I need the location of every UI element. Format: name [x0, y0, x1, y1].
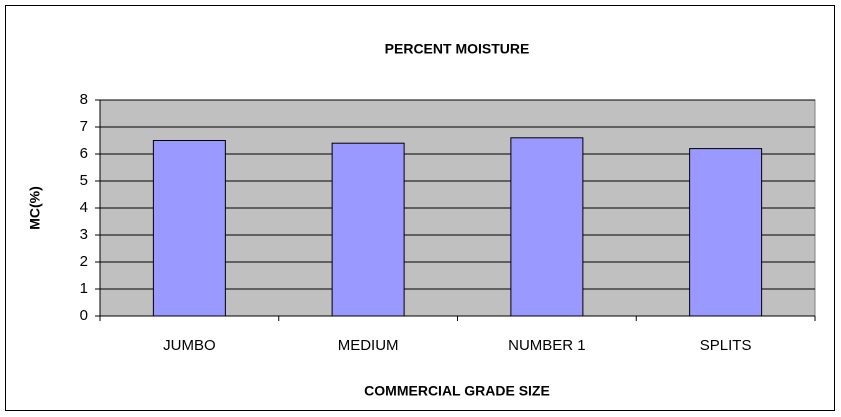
- x-tick-label: NUMBER 1: [508, 337, 586, 354]
- bar: [152, 140, 226, 317]
- y-tick-label: 6: [80, 145, 88, 162]
- x-axis-label: COMMERCIAL GRADE SIZE: [364, 383, 550, 399]
- y-tick-label: 1: [80, 280, 88, 297]
- y-tick-label: 8: [80, 91, 88, 108]
- bar: [510, 137, 584, 317]
- x-tick-label: JUMBO: [163, 337, 216, 354]
- y-tick-label: 2: [80, 253, 88, 270]
- y-axis-label: MC(%): [27, 186, 43, 230]
- x-tick-label: MEDIUM: [338, 337, 399, 354]
- y-tick-label: 3: [80, 226, 88, 243]
- x-tick-label: SPLITS: [700, 337, 752, 354]
- y-tick-label: 4: [80, 199, 88, 216]
- bar: [331, 142, 405, 317]
- y-tick-label: 7: [80, 118, 88, 135]
- chart-title: PERCENT MOISTURE: [385, 41, 530, 57]
- y-tick-label: 5: [80, 172, 88, 189]
- bar: [689, 148, 763, 317]
- y-tick-label: 0: [80, 307, 88, 324]
